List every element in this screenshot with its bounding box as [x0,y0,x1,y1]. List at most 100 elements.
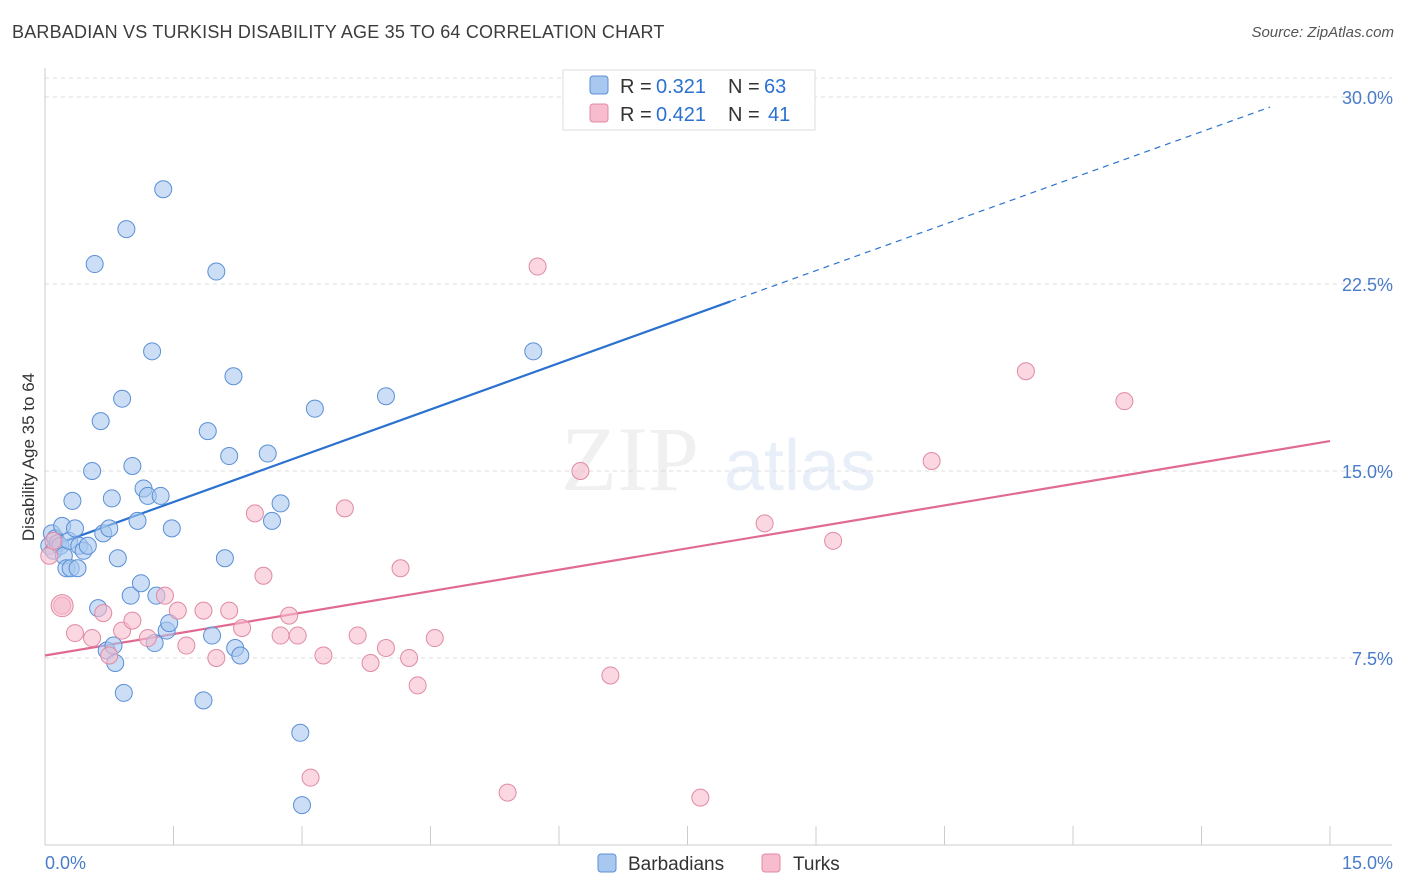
barbadians-point [160,614,179,633]
turks-point [155,586,174,605]
barbadians-point [63,491,82,510]
y-tick-label: 15.0% [1342,462,1393,482]
turks-point [1115,392,1134,411]
turks-point [168,601,187,620]
turks-point [498,783,517,802]
barbadians-point [291,723,310,742]
barbadians-point [224,367,243,386]
barbadians-point [215,549,234,568]
legend-n-value-1: 63 [764,76,786,98]
legend-series: Barbadians Turks [597,853,840,875]
legend-bottom-swatch-barbadians [597,853,617,873]
chart-source: Source: ZipAtlas.com [1251,24,1394,41]
turks-point [335,499,354,518]
barbadians-point [154,180,173,199]
y-tick-label: 30.0% [1342,88,1393,108]
barbadians-point [85,255,104,274]
turks-point [83,629,102,648]
barbadians-point [198,422,217,441]
turks-point [245,504,264,523]
barbadians-point [100,519,119,538]
barbadians-point [143,342,162,361]
turks-point [50,594,74,618]
x-tick-label-max: 15.0% [1342,853,1393,873]
trend-lines [44,106,1331,657]
legend-bottom-label-barbadians: Barbadians [628,854,724,875]
legend-r-value-2: 0.421 [656,104,706,126]
turks-point [65,624,84,643]
turks-point [194,601,213,620]
turks-point [400,649,419,667]
barbadians-point [68,559,87,578]
turks-point [1016,362,1035,381]
barbadians-point [131,574,150,593]
barbadians-point [128,511,147,530]
turks-point [280,606,299,625]
barbadians-point [108,549,127,568]
legend-stats: R = 0.321 N = 63 R = 0.421 N = 41 [562,69,816,131]
turks-point [254,566,273,585]
turks-point [376,639,395,658]
legend-swatch-turks [589,103,609,123]
barbadians-point [524,342,543,361]
turks-point [123,611,142,630]
turks-point [922,452,941,471]
barbadians-point [220,447,239,466]
turks-point [100,646,119,665]
barbadians-point [271,494,290,513]
turks-point [408,676,427,695]
barbadians-point [203,626,222,645]
barbadians-point [121,586,140,605]
turks-point [425,629,444,648]
turks-point [288,626,307,645]
turks-point [40,546,59,565]
turks-point [138,629,157,648]
turks-point [361,653,380,672]
legend-swatch-barbadians [589,75,609,95]
turks-point [271,626,290,645]
turks-point [528,257,547,276]
y-axis-label: Disability Age 35 to 64 [19,373,38,541]
barbadians-point [263,511,282,530]
legend-r-label-1: R = [620,76,652,98]
turks-point [691,788,710,807]
turks-point [44,531,63,550]
legend-n-label-2: N = [728,104,760,126]
turks-point [233,619,252,638]
barbadians-point [207,262,226,281]
turks-point [94,604,113,623]
axes: 7.5% 15.0% 22.5% 30.0% 0.0% 15.0% [44,68,1393,873]
turks-point [220,601,239,620]
barbadians-point [117,220,136,239]
barbadians-point [65,519,84,538]
y-tick-label: 22.5% [1342,275,1393,295]
barbadians-point [231,646,250,665]
barbadians-trend-extension [730,106,1271,303]
watermark-atlas: atlas [724,426,876,506]
barbadians-point [151,486,170,505]
barbadians-point [258,444,277,463]
legend-n-label-1: N = [728,76,760,98]
turks-point [348,626,367,645]
barbadians-point [83,462,102,480]
barbadians-point [114,683,133,702]
legend-bottom-swatch-turks [761,853,781,873]
barbadians-point [78,536,97,555]
turks-point [571,462,590,480]
barbadians-point [194,691,213,710]
chart-title: BARBADIAN VS TURKISH DISABILITY AGE 35 T… [12,22,665,42]
turks-point [314,646,333,665]
legend-n-value-2: 41 [768,104,790,126]
barbadians-point [102,489,121,508]
turks-point [391,559,410,578]
turks-point [601,666,620,685]
barbadians-point [113,389,132,408]
x-tick-label-min: 0.0% [45,853,86,873]
barbadians-point [123,457,142,476]
turks-point [207,649,226,667]
legend-r-label-2: R = [620,104,652,126]
turks-point [824,531,843,550]
y-tick-label: 7.5% [1352,649,1393,669]
grid-lines [45,77,1392,659]
barbadians-point [376,387,395,406]
